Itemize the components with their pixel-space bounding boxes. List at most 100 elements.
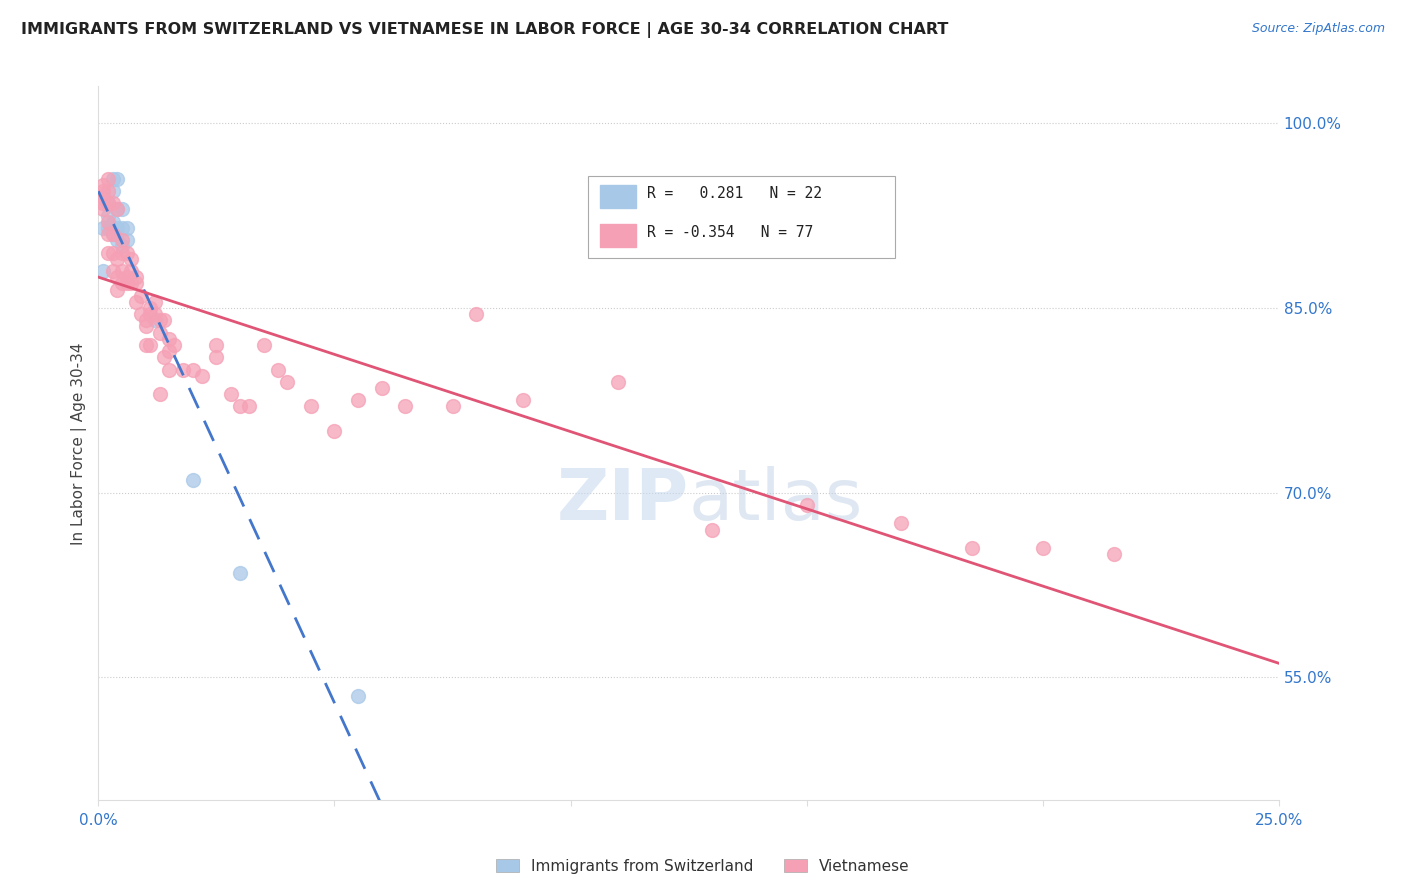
Point xyxy=(115,233,138,247)
Point xyxy=(229,400,252,414)
Point xyxy=(157,362,180,376)
Point xyxy=(796,498,818,512)
Point xyxy=(97,184,120,198)
Point xyxy=(105,202,128,217)
Point xyxy=(181,362,204,376)
Point xyxy=(172,362,194,376)
Point xyxy=(105,252,128,266)
Point xyxy=(1102,547,1125,561)
Point xyxy=(606,375,628,389)
Point xyxy=(347,689,370,703)
Point xyxy=(253,338,276,352)
Point xyxy=(111,264,134,278)
Point xyxy=(229,566,252,580)
Point xyxy=(347,393,370,408)
Point xyxy=(101,196,124,211)
Point xyxy=(120,252,142,266)
Point xyxy=(149,326,172,340)
Point xyxy=(97,196,120,211)
Point xyxy=(105,202,128,217)
Text: IMMIGRANTS FROM SWITZERLAND VS VIETNAMESE IN LABOR FORCE | AGE 30-34 CORRELATION: IMMIGRANTS FROM SWITZERLAND VS VIETNAMES… xyxy=(21,22,949,38)
Y-axis label: In Labor Force | Age 30-34: In Labor Force | Age 30-34 xyxy=(72,343,87,545)
Point xyxy=(276,375,298,389)
Point xyxy=(143,313,166,327)
Point xyxy=(101,215,124,229)
Point xyxy=(91,190,114,204)
Point xyxy=(101,227,124,241)
Point xyxy=(91,202,114,217)
Point xyxy=(153,313,176,327)
Point xyxy=(111,277,134,291)
Point xyxy=(512,393,534,408)
Point xyxy=(135,313,157,327)
Point xyxy=(465,307,488,321)
Point xyxy=(111,202,134,217)
Point xyxy=(219,387,242,401)
Point xyxy=(115,277,138,291)
Text: R =   0.281   N = 22: R = 0.281 N = 22 xyxy=(647,186,823,201)
FancyBboxPatch shape xyxy=(588,176,896,258)
Point xyxy=(135,319,157,334)
Point xyxy=(101,245,124,260)
Point xyxy=(105,270,128,285)
Point xyxy=(91,184,114,198)
Point xyxy=(115,221,138,235)
Point xyxy=(101,171,124,186)
Point xyxy=(441,400,464,414)
Point xyxy=(149,313,172,327)
Point xyxy=(129,307,152,321)
Point xyxy=(97,209,120,223)
Point xyxy=(111,221,134,235)
Point xyxy=(157,332,180,346)
Point xyxy=(960,541,983,555)
Point xyxy=(139,307,162,321)
Point xyxy=(91,178,114,192)
Legend: Immigrants from Switzerland, Vietnamese: Immigrants from Switzerland, Vietnamese xyxy=(489,853,917,880)
Point xyxy=(135,338,157,352)
Point xyxy=(299,400,322,414)
FancyBboxPatch shape xyxy=(600,224,636,247)
Text: R = -0.354   N = 77: R = -0.354 N = 77 xyxy=(647,226,814,240)
Point xyxy=(97,215,120,229)
Point xyxy=(91,196,114,211)
FancyBboxPatch shape xyxy=(600,185,636,208)
Point xyxy=(91,264,114,278)
Point xyxy=(205,350,228,364)
Point xyxy=(101,184,124,198)
Point xyxy=(205,338,228,352)
Point xyxy=(163,338,186,352)
Text: Source: ZipAtlas.com: Source: ZipAtlas.com xyxy=(1251,22,1385,36)
Point xyxy=(129,288,152,302)
Point xyxy=(111,245,134,260)
Point xyxy=(111,239,134,253)
Point xyxy=(97,196,120,211)
Point xyxy=(890,516,912,531)
Point xyxy=(143,294,166,309)
Point xyxy=(370,381,392,395)
Point xyxy=(139,301,162,315)
Point xyxy=(91,221,114,235)
Point xyxy=(101,227,124,241)
Point xyxy=(702,523,724,537)
Point xyxy=(115,245,138,260)
Point xyxy=(191,368,214,383)
Point xyxy=(105,171,128,186)
Point xyxy=(97,221,120,235)
Point xyxy=(143,307,166,321)
Point xyxy=(97,171,120,186)
Point xyxy=(97,245,120,260)
Text: atlas: atlas xyxy=(689,466,863,535)
Point xyxy=(115,270,138,285)
Point xyxy=(149,387,172,401)
Point xyxy=(101,264,124,278)
Point xyxy=(105,221,128,235)
Point xyxy=(157,344,180,359)
Point xyxy=(125,270,148,285)
Point xyxy=(267,362,290,376)
Point xyxy=(120,264,142,278)
Point xyxy=(120,277,142,291)
Point xyxy=(105,283,128,297)
Point xyxy=(1032,541,1054,555)
Point xyxy=(394,400,416,414)
Point xyxy=(238,400,260,414)
